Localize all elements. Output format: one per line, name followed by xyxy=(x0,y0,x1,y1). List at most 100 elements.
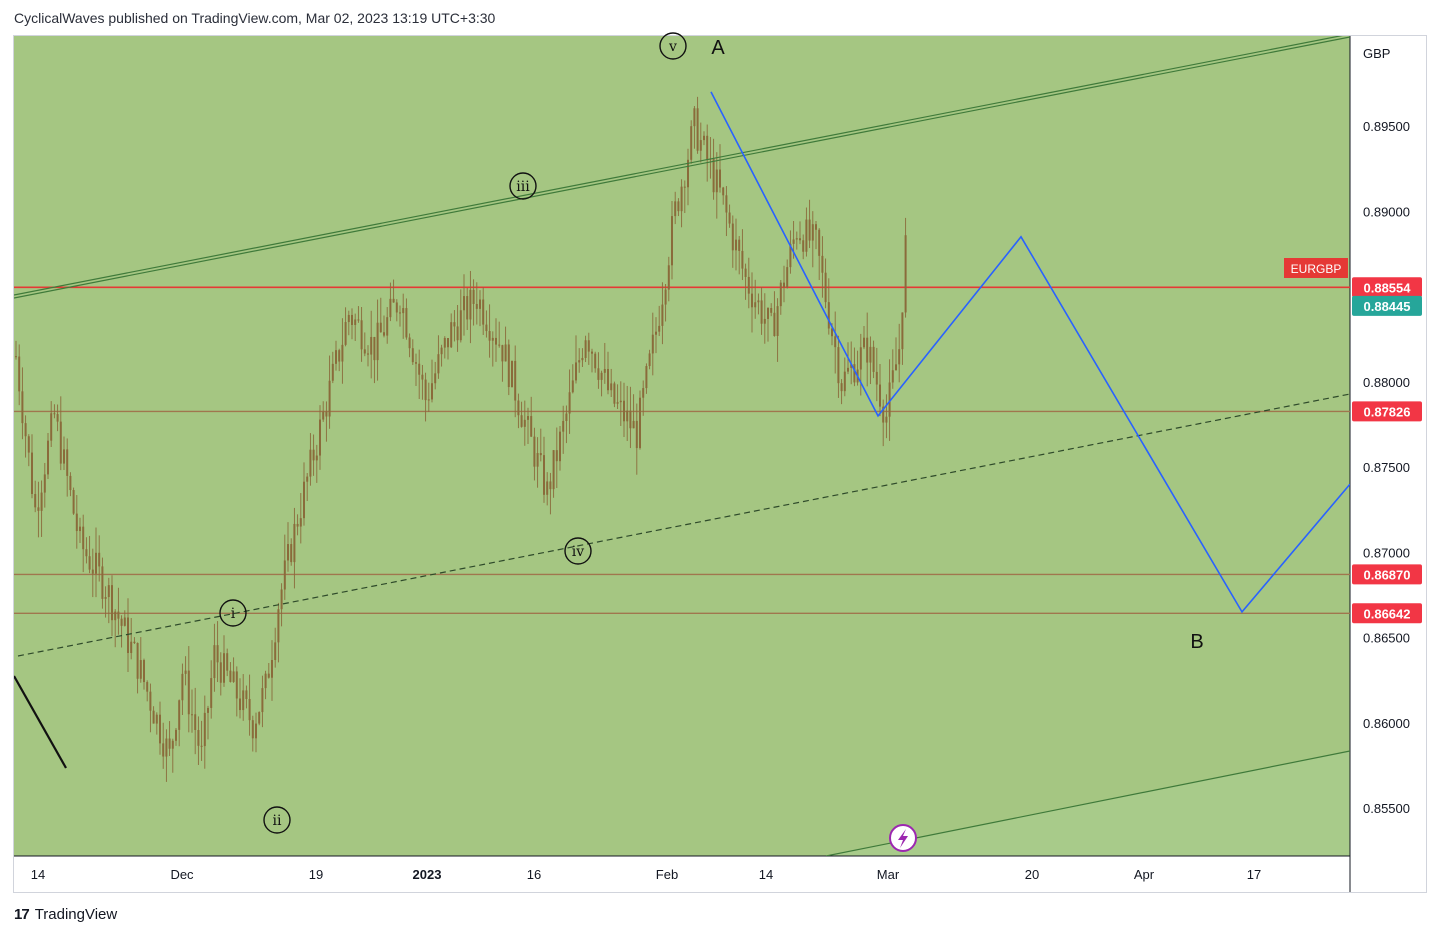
candle-body xyxy=(687,159,689,188)
candle-body xyxy=(853,364,856,383)
candle-body xyxy=(463,296,465,311)
candle-body xyxy=(450,322,453,348)
candle-body xyxy=(40,492,43,511)
time-axis-panel[interactable] xyxy=(14,856,1350,892)
candle-body xyxy=(405,308,408,338)
candle-body xyxy=(296,523,299,527)
candle-body xyxy=(43,474,46,493)
candle-body xyxy=(53,413,56,415)
candle-body xyxy=(440,347,443,355)
candle-body xyxy=(517,400,520,416)
candle-body xyxy=(235,671,238,699)
candle-body xyxy=(555,450,558,462)
x-tick-label: Apr xyxy=(1134,867,1155,882)
candle-body xyxy=(213,645,216,679)
wave-label-iv[interactable]: iv xyxy=(572,544,584,560)
candle-body xyxy=(843,371,846,392)
candle-body xyxy=(98,552,101,567)
y-tick-label: 0.85500 xyxy=(1363,801,1410,816)
candle-body xyxy=(299,518,302,527)
candle-body xyxy=(667,265,670,290)
candle-body xyxy=(187,670,190,715)
candle-body xyxy=(722,187,725,196)
candle-body xyxy=(767,308,769,319)
price-axis-panel[interactable] xyxy=(1350,36,1426,892)
candle-body xyxy=(597,368,600,380)
candle-body xyxy=(15,356,17,358)
candle-body xyxy=(271,660,273,678)
candle-body xyxy=(18,356,21,392)
candle-body xyxy=(648,353,651,367)
candle-body xyxy=(645,366,648,389)
price-tag-label: 0.88554 xyxy=(1364,280,1412,295)
x-tick-label: 14 xyxy=(31,867,45,882)
projection-path[interactable] xyxy=(710,91,1350,614)
candle-body xyxy=(901,312,904,350)
wave-label-iii[interactable]: iii xyxy=(516,179,530,195)
candle-body xyxy=(331,363,334,381)
candle-body xyxy=(859,347,862,370)
candle-body xyxy=(885,416,888,423)
candle-body xyxy=(379,322,382,333)
candle-body xyxy=(376,322,379,361)
black-trend-line[interactable] xyxy=(14,675,67,769)
footer-brand[interactable]: 17 TradingView xyxy=(14,906,117,923)
price-tag-label: 0.86870 xyxy=(1364,567,1411,582)
candle-body xyxy=(75,513,78,532)
candle-body xyxy=(267,673,270,678)
candle-body xyxy=(248,698,251,721)
channel-upper-line-inner[interactable] xyxy=(14,36,1350,299)
candle-body xyxy=(146,682,149,692)
candle-body xyxy=(514,360,517,401)
candle-body xyxy=(642,388,645,398)
candle-body xyxy=(303,481,305,519)
wave-label-ii[interactable]: ii xyxy=(273,813,282,829)
candle-body xyxy=(229,670,232,682)
candle-body xyxy=(847,367,849,372)
candle-body xyxy=(895,364,897,371)
candle-body xyxy=(162,743,165,757)
candle-body xyxy=(731,223,734,251)
candle-body xyxy=(754,302,757,308)
lightning-event-icon[interactable] xyxy=(889,824,917,852)
candle-body xyxy=(603,368,606,373)
candle-body xyxy=(194,714,197,730)
candle-body xyxy=(757,300,760,303)
candle-body xyxy=(869,346,872,363)
candle-body xyxy=(143,660,145,683)
candle-body xyxy=(392,298,395,303)
channel-mid-dashed-line[interactable] xyxy=(17,393,1350,657)
candle-body xyxy=(805,219,808,252)
candle-body xyxy=(411,348,414,363)
candle-body xyxy=(549,481,552,490)
wave-label-A[interactable]: A xyxy=(711,37,725,59)
candle-body xyxy=(635,420,638,449)
candle-body xyxy=(155,714,158,724)
candle-body xyxy=(495,337,497,345)
candle-body xyxy=(875,371,878,385)
wave-label-v[interactable]: v xyxy=(668,39,677,55)
candle-body xyxy=(66,449,69,476)
candle-body xyxy=(287,544,289,561)
wave-label-B[interactable]: B xyxy=(1190,631,1203,653)
candle-body xyxy=(399,312,401,314)
candle-body xyxy=(114,611,117,621)
candle-body xyxy=(447,338,449,348)
candle-body xyxy=(751,293,753,308)
candle-body xyxy=(815,224,817,230)
candle-body xyxy=(661,304,664,326)
price-tag-bg xyxy=(1352,295,1422,316)
candle-body xyxy=(415,362,417,364)
currency-label: GBP xyxy=(1363,46,1390,61)
candle-body xyxy=(200,745,203,747)
candle-body xyxy=(530,416,533,437)
candle-body xyxy=(191,714,193,716)
wave-label-i[interactable]: i xyxy=(231,606,236,622)
candle-body xyxy=(203,712,206,747)
channel-upper-line[interactable] xyxy=(14,34,1350,296)
y-tick-label: 0.88000 xyxy=(1363,375,1410,390)
candle-body xyxy=(107,585,110,598)
candle-body xyxy=(239,698,241,711)
